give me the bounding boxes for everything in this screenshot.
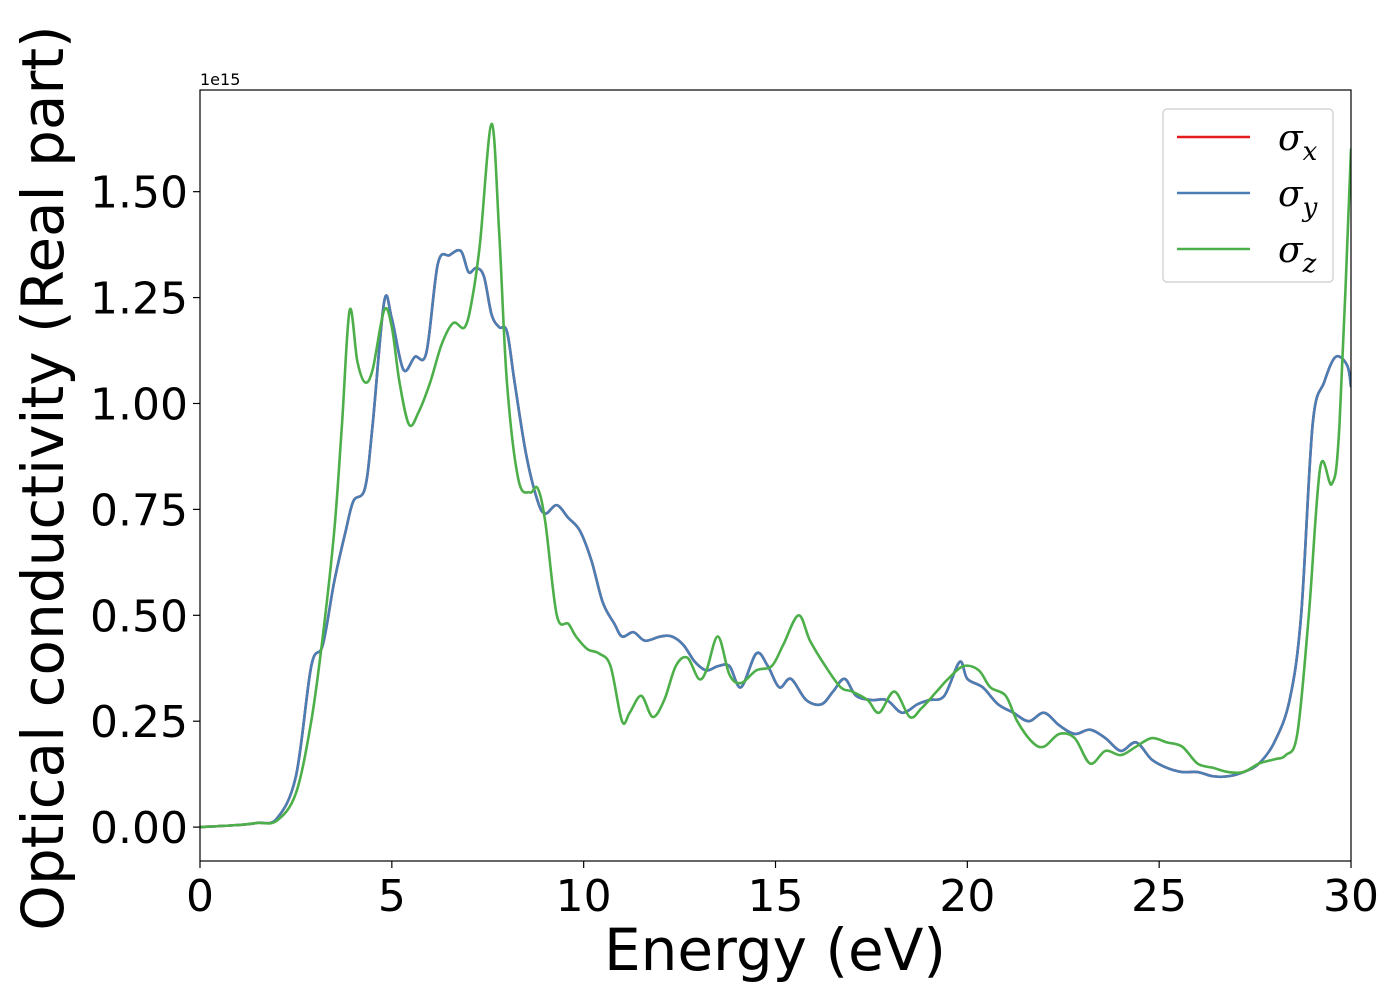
- legend-label-y: σy: [1278, 174, 1318, 223]
- series-line-z: [200, 122, 1351, 829]
- x-tick-label: 0: [186, 871, 214, 922]
- y-axis-label: Optical conductivity (Real part): [9, 25, 77, 930]
- plot-background: [200, 90, 1351, 861]
- x-tick-label: 10: [556, 871, 612, 922]
- legend-label-x: σx: [1278, 118, 1318, 167]
- y-offset-label: 1e15: [200, 70, 240, 89]
- x-axis-ticks: 0 5 10 15 20 25 30: [186, 861, 1379, 922]
- y-tick-label: 1.50: [90, 168, 188, 219]
- series-line-y: [200, 248, 1351, 829]
- x-axis-label: Energy (eV): [604, 916, 946, 984]
- y-tick-label: 0.50: [90, 591, 188, 642]
- x-tick-label: 15: [748, 871, 804, 922]
- legend: σx σy σz: [1162, 108, 1334, 283]
- x-tick-label: 25: [1131, 871, 1187, 922]
- y-tick-label: 1.00: [90, 379, 188, 430]
- x-tick-label: 5: [378, 871, 406, 922]
- y-axis-ticks: 0.00 0.25 0.50 0.75 1.00 1.25 1.50: [90, 168, 200, 854]
- x-tick-label: 20: [939, 871, 995, 922]
- y-tick-label: 1.25: [90, 274, 188, 325]
- series-layer: [200, 122, 1351, 829]
- x-tick-label: 30: [1323, 871, 1379, 922]
- legend-box: [1162, 108, 1334, 283]
- y-tick-label: 0.00: [90, 803, 188, 854]
- y-tick-label: 0.25: [90, 697, 188, 748]
- y-tick-label: 0.75: [90, 485, 188, 536]
- legend-label-z: σz: [1278, 230, 1317, 279]
